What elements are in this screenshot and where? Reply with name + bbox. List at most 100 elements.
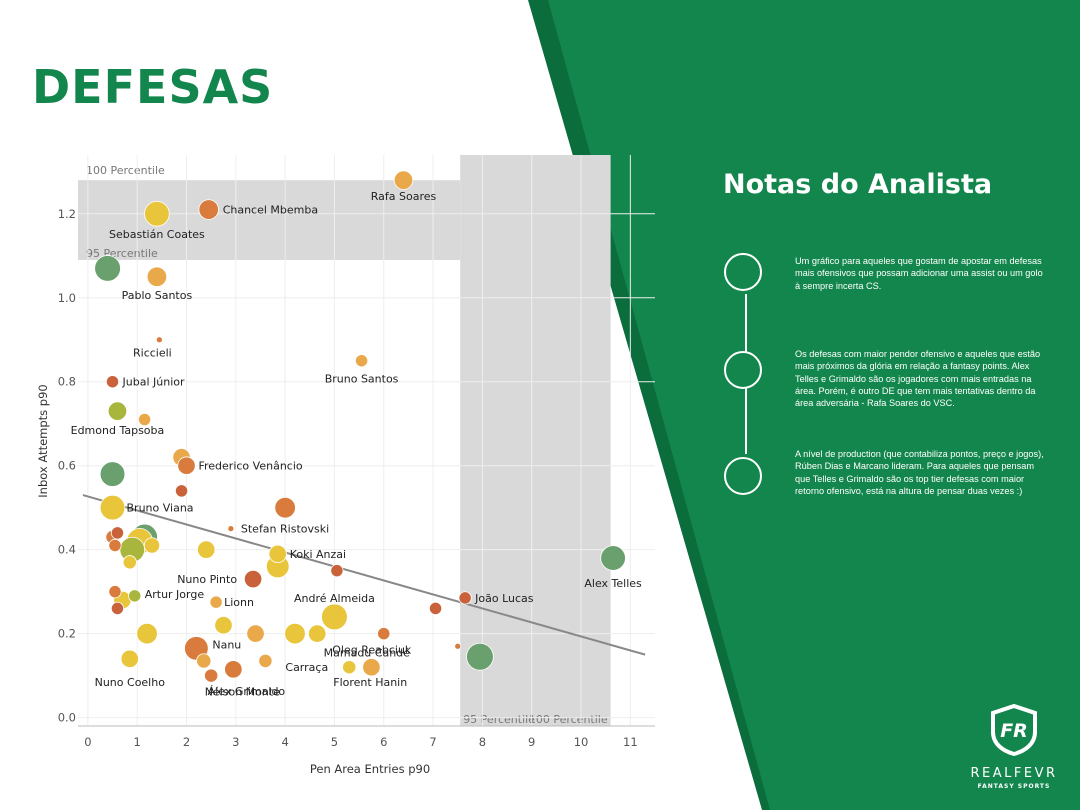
x-tick-label: 2 bbox=[183, 735, 190, 749]
notes-title: Notas do Analista bbox=[723, 169, 993, 200]
band-label: 100 Percentile bbox=[529, 713, 608, 726]
data-point bbox=[342, 660, 357, 675]
timeline-circle-icon bbox=[724, 457, 762, 495]
point-label: Jubal Júnior bbox=[122, 376, 185, 389]
y-percentile-band bbox=[78, 180, 461, 260]
note-1: Um gráfico para aqueles que gostam de ap… bbox=[795, 256, 1043, 291]
data-point bbox=[466, 642, 494, 671]
data-point bbox=[321, 603, 348, 631]
point-label: Álex Grimaldo bbox=[208, 685, 286, 698]
point-label: Chancel Mbemba bbox=[223, 204, 318, 217]
point-labels: Rafa Soares Chancel Mbemba Sebastián Coate… bbox=[71, 190, 642, 698]
y-tick-label: 0.8 bbox=[58, 375, 76, 389]
trendline-path bbox=[82, 494, 646, 656]
point-label: André Almeida bbox=[294, 592, 375, 605]
point-label: Bruno Viana bbox=[127, 502, 194, 515]
data-point bbox=[454, 642, 462, 650]
data-point bbox=[105, 375, 120, 389]
point-label: Mamadu Candé bbox=[324, 647, 411, 660]
point-label: Stefan Ristovski bbox=[241, 523, 329, 536]
data-point bbox=[227, 525, 235, 533]
data-point bbox=[99, 461, 126, 487]
data-point bbox=[155, 336, 163, 344]
data-point bbox=[393, 170, 414, 190]
data-point bbox=[94, 255, 121, 282]
data-point bbox=[175, 484, 189, 498]
band-label: 100 Percentile bbox=[86, 164, 165, 177]
data-points bbox=[94, 170, 626, 683]
data-point bbox=[108, 585, 122, 599]
point-label: Sebastián Coates bbox=[109, 228, 205, 241]
point-label: Bruno Santos bbox=[325, 373, 399, 386]
data-point bbox=[99, 494, 126, 521]
x-tick-label: 1 bbox=[134, 735, 141, 749]
logo-mark: FR bbox=[1000, 720, 1028, 742]
data-point bbox=[274, 496, 296, 519]
data-point bbox=[308, 624, 327, 643]
data-point bbox=[258, 653, 273, 669]
data-point bbox=[107, 401, 128, 421]
realfevr-shield-icon: FR bbox=[991, 703, 1037, 757]
data-point bbox=[146, 266, 168, 287]
x-tick-label: 11 bbox=[623, 735, 638, 749]
point-label: Carraça bbox=[285, 661, 328, 674]
point-label: Florent Hanin bbox=[333, 676, 407, 689]
point-label: Nélson Monte bbox=[205, 685, 280, 698]
point-label: Riccieli bbox=[133, 347, 172, 360]
data-point bbox=[138, 412, 152, 427]
chart-grid bbox=[78, 155, 655, 727]
data-point bbox=[268, 544, 287, 564]
x-percentile-band bbox=[460, 155, 611, 726]
y-tick-label: 0.0 bbox=[58, 711, 76, 725]
data-point bbox=[209, 595, 223, 609]
data-point bbox=[136, 622, 158, 645]
data-point bbox=[204, 668, 219, 683]
data-point bbox=[428, 601, 443, 616]
x-tick-label: 10 bbox=[574, 735, 589, 749]
band-label: 95 Percentile bbox=[86, 247, 158, 260]
point-label: Edmond Tapsoba bbox=[71, 424, 165, 437]
data-point bbox=[110, 601, 125, 616]
data-point bbox=[600, 545, 626, 571]
point-label: Rafa Soares bbox=[371, 190, 437, 203]
y-axis-label: Inbox Attempts p90 bbox=[36, 384, 50, 497]
note-3: A nível de production (que contabiliza p… bbox=[795, 449, 1044, 496]
y-tick-label: 0.6 bbox=[58, 459, 76, 473]
point-label: Nanu bbox=[212, 638, 241, 651]
axis-ticks: 0 1 2 3 4 5 6 7 8 9 10 11 0.0 0.2 0.4 0.6 0.8 1.0 1.2 bbox=[58, 207, 638, 749]
x-tick-label: 4 bbox=[281, 735, 288, 749]
data-point bbox=[284, 622, 306, 645]
y-tick-label: 0.2 bbox=[58, 627, 76, 641]
point-label: Pablo Santos bbox=[122, 289, 193, 302]
point-label: Artur Jorge bbox=[145, 588, 205, 601]
green-panel bbox=[548, 0, 1080, 810]
brand-subtitle: FANTASY SPORTS bbox=[977, 783, 1051, 790]
x-tick-label: 7 bbox=[429, 735, 436, 749]
data-point bbox=[355, 354, 369, 368]
data-point bbox=[246, 624, 265, 643]
data-point bbox=[143, 537, 161, 554]
point-label: Nuno Coelho bbox=[95, 676, 166, 689]
data-point bbox=[128, 589, 142, 603]
data-point bbox=[110, 526, 125, 540]
data-point bbox=[196, 653, 212, 669]
data-point bbox=[377, 627, 391, 641]
point-label: Frederico Venâncio bbox=[198, 460, 302, 473]
point-label: João Lucas bbox=[474, 592, 534, 605]
data-point bbox=[214, 616, 233, 635]
point-label: Oleg Reabciuk bbox=[332, 644, 412, 657]
data-point bbox=[197, 540, 216, 559]
x-tick-label: 8 bbox=[479, 735, 486, 749]
trendline bbox=[82, 494, 646, 656]
data-point bbox=[198, 199, 219, 220]
data-point bbox=[224, 660, 243, 679]
y-tick-label: 1.2 bbox=[58, 207, 76, 221]
data-point bbox=[243, 569, 263, 589]
data-point bbox=[108, 538, 122, 553]
brand-name: REALFEVR bbox=[970, 766, 1058, 781]
data-point bbox=[362, 658, 381, 677]
note-2: Os defesas com maior pendor ofensivo e a… bbox=[795, 349, 1041, 409]
